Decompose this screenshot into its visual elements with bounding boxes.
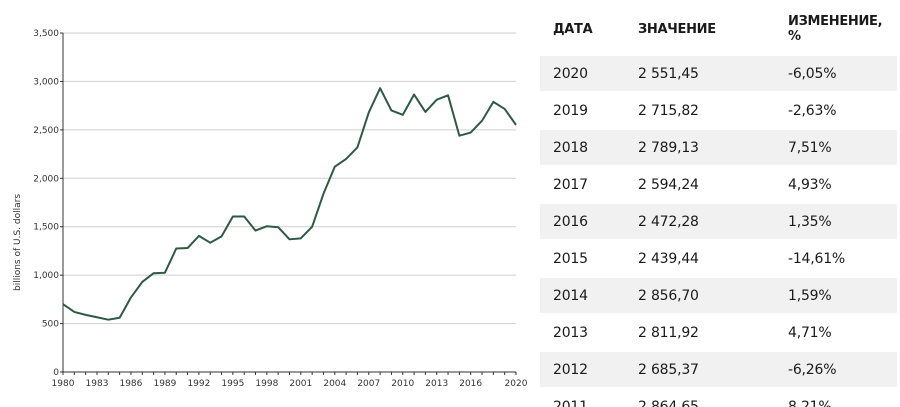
x-tick-label: 2013 <box>425 379 448 389</box>
table-row: 2019 2 715,82 -2,63% <box>540 93 897 128</box>
y-tick-label: 1,000 <box>33 271 59 281</box>
x-tick-label: 2001 <box>289 379 312 389</box>
x-tick-label: 1986 <box>119 379 142 389</box>
line-chart: 0 500 1,000 1,500 2,000 2,500 3,000 3,500 1980 19… <box>13 29 528 389</box>
data-table-panel: ДАТА ЗНАЧЕНИЕ ИЗМЕНЕНИЕ, % 2020 2 551,45-… <box>540 3 900 407</box>
cell-date: 2018 <box>540 130 625 165</box>
x-tick-label: 2007 <box>357 379 380 389</box>
cell-change: 4,93% <box>775 167 897 202</box>
cell-value: 2 594,24 <box>625 167 775 202</box>
cell-change: -2,63% <box>775 93 897 128</box>
cell-change: 4,71% <box>775 315 897 350</box>
table-header-row: ДАТА ЗНАЧЕНИЕ ИЗМЕНЕНИЕ, % <box>540 5 897 54</box>
x-tick-label: 1992 <box>187 379 210 389</box>
table-row: 2013 2 811,92 4,71% <box>540 315 897 350</box>
x-tick-label: 2004 <box>323 379 346 389</box>
y-tick-label: 2,500 <box>33 126 59 136</box>
cell-value: 2 472,28 <box>625 204 775 239</box>
x-tick-label: 1995 <box>221 379 244 389</box>
table-row: 2018 2 789,13 7,51% <box>540 130 897 165</box>
x-tick-label: 2020 <box>505 379 528 389</box>
y-tick-label: 2,000 <box>33 174 59 184</box>
cell-value: 2 811,92 <box>625 315 775 350</box>
cell-date: 2017 <box>540 167 625 202</box>
y-tick-label: 500 <box>42 320 59 330</box>
cell-change: -14,61% <box>775 241 897 276</box>
y-tick-label: 1,500 <box>33 223 59 233</box>
series-layer <box>62 87 517 321</box>
cell-value: 2 789,13 <box>625 130 775 165</box>
cell-change: -6,05% <box>775 56 897 91</box>
header-date[interactable]: ДАТА <box>553 21 593 37</box>
cell-date: 2020 <box>540 56 625 91</box>
line-chart-panel: 0 500 1,000 1,500 2,000 2,500 3,000 3,500 1980 19… <box>13 29 528 389</box>
cell-date: 2019 <box>540 93 625 128</box>
table-row: 2014 2 856,70 1,59% <box>540 278 897 313</box>
cell-change: 8,21% <box>775 389 897 407</box>
x-tick-label: 1998 <box>255 379 278 389</box>
cell-date: 2012 <box>540 352 625 387</box>
series-line <box>62 87 517 321</box>
cell-value: 2 715,82 <box>625 93 775 128</box>
cell-value: 2 439,44 <box>625 241 775 276</box>
cell-date: 2013 <box>540 315 625 350</box>
header-change[interactable]: ИЗМЕНЕНИЕ, % <box>788 14 883 44</box>
table-row: 2012 2 685,37 -6,26% <box>540 352 897 387</box>
y-tick-label: 3,000 <box>33 77 59 87</box>
y-tick-label: 3,500 <box>33 29 59 39</box>
data-table: ДАТА ЗНАЧЕНИЕ ИЗМЕНЕНИЕ, % 2020 2 551,45-… <box>540 3 897 407</box>
cell-change: 1,59% <box>775 278 897 313</box>
cell-change: 7,51% <box>775 130 897 165</box>
cell-change: -6,26% <box>775 352 897 387</box>
cell-value: 2 685,37 <box>625 352 775 387</box>
x-tick-label: 2016 <box>459 379 482 389</box>
table-row: 2011 2 864,65 8,21% <box>540 389 897 407</box>
cell-value: 2 864,65 <box>625 389 775 407</box>
cell-date: 2011 <box>540 389 625 407</box>
header-value[interactable]: ЗНАЧЕНИЕ <box>638 21 716 37</box>
cell-change: 1,35% <box>775 204 897 239</box>
table-body: 2020 2 551,45 -6,05% 2019 2 715,82 -2,63% 2018… <box>540 56 897 407</box>
x-tick-label: 1989 <box>153 379 176 389</box>
x-tick-label: 1980 <box>52 379 75 389</box>
y-tick-label: 0 <box>53 368 59 378</box>
table-row: 2017 2 594,24 4,93% <box>540 167 897 202</box>
cell-date: 2016 <box>540 204 625 239</box>
cell-value: 2 551,45 <box>625 56 775 91</box>
cell-value: 2 856,70 <box>625 278 775 313</box>
y-axis-label: billions of U.S. dollars <box>13 194 23 291</box>
x-tick-label: 1983 <box>86 379 109 389</box>
x-tick-label: 2010 <box>391 379 414 389</box>
table-row: 2020 2 551,45 -6,05% <box>540 56 897 91</box>
cell-date: 2014 <box>540 278 625 313</box>
cell-date: 2015 <box>540 241 625 276</box>
table-row: 2015 2 439,44 -14,61% <box>540 241 897 276</box>
table-row: 2016 2 472,28 1,35% <box>540 204 897 239</box>
axes: 0 500 1,000 1,500 2,000 2,500 3,000 3,500 1980 19… <box>33 29 527 389</box>
gridlines <box>63 32 516 325</box>
